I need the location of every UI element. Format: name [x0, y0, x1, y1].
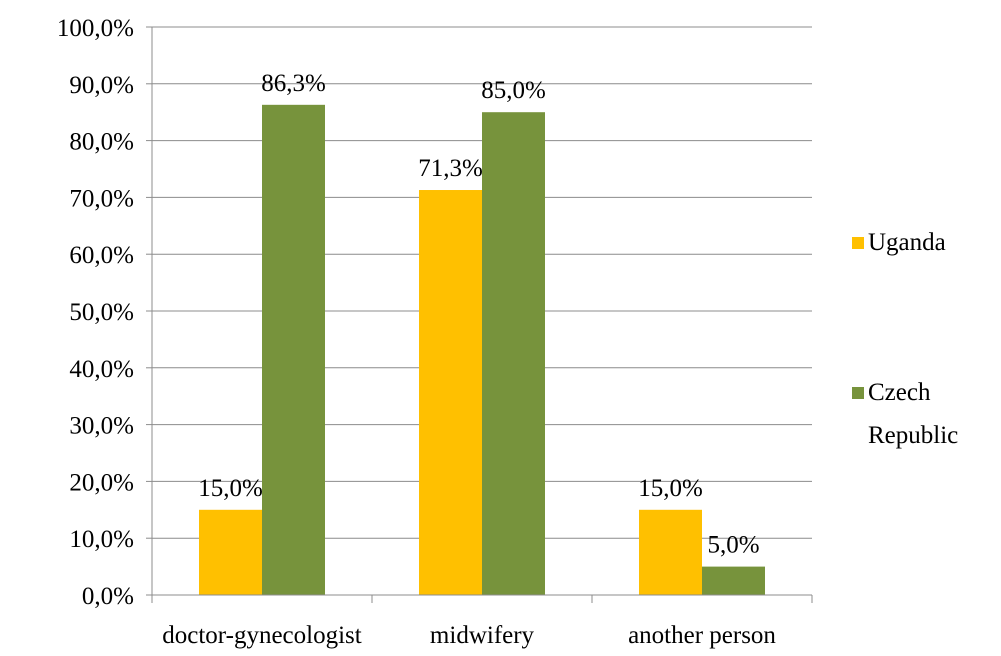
legend-swatch	[852, 237, 864, 249]
data-label: 71,3%	[418, 155, 483, 182]
legend-label: Uganda	[868, 229, 946, 256]
data-label: 85,0%	[481, 77, 546, 104]
x-category-label: doctor-gynecologist	[162, 622, 362, 649]
bar-uganda	[419, 190, 482, 596]
y-tick-label: 10,0%	[69, 526, 134, 553]
bar-czech-republic	[482, 112, 545, 595]
y-tick-label: 60,0%	[69, 242, 134, 269]
y-tick-label: 30,0%	[69, 413, 134, 440]
data-label: 5,0%	[707, 532, 759, 559]
y-tick-labels: 0,0% 10,0% 20,0% 30,0% 40,0% 50,0% 60,0% 70,0% 8…	[57, 15, 134, 610]
legend-label: Czech	[868, 379, 931, 406]
y-tick-label: 90,0%	[69, 72, 134, 99]
data-labels: 15,0% 86,3% 71,3% 85,0% 15,0% 5,0%	[198, 70, 759, 559]
y-tick-label: 20,0%	[69, 469, 134, 496]
axes	[146, 26, 813, 603]
y-tick-label: 70,0%	[69, 185, 134, 212]
y-tick-label: 50,0%	[69, 299, 134, 326]
x-category-label: another person	[628, 622, 776, 649]
data-label: 15,0%	[198, 475, 263, 502]
data-label: 15,0%	[638, 475, 703, 502]
legend: Uganda Czech Republic	[852, 229, 958, 449]
bars	[199, 104, 765, 596]
x-category-labels: doctor-gynecologist midwifery another pers…	[162, 622, 776, 649]
bar-uganda	[639, 509, 702, 595]
y-tick-label: 80,0%	[69, 129, 134, 156]
y-tick-label: 100,0%	[57, 15, 134, 42]
bar-czech-republic	[262, 104, 325, 595]
y-tick-label: 0,0%	[82, 583, 134, 610]
data-label: 86,3%	[261, 70, 326, 97]
legend-label: Republic	[868, 422, 958, 449]
bar-czech-republic	[702, 566, 765, 595]
legend-swatch	[852, 387, 864, 399]
bar-uganda	[199, 509, 262, 595]
x-category-label: midwifery	[430, 622, 535, 649]
y-tick-label: 40,0%	[69, 356, 134, 383]
